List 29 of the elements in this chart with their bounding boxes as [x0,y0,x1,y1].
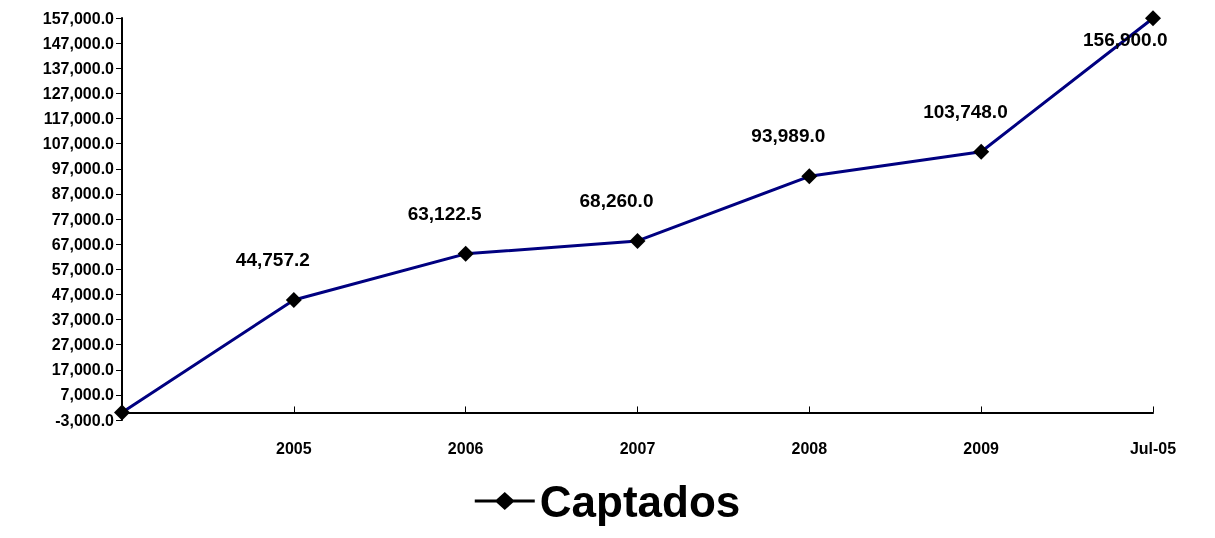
legend-label: Captados [539,476,741,526]
y-tick-label: 117,000.0 [43,110,115,127]
y-tick-label: 147,000.0 [42,34,115,52]
x-tick-label: 2008 [791,439,828,457]
y-tick-label: 67,000.0 [51,235,115,253]
data-label: 68,260.0 [579,189,654,211]
x-tick-label: 2006 [447,439,484,457]
y-tick-label: 107,000.0 [42,135,115,153]
y-tick-label: 97,000.0 [51,160,115,178]
y-tick-label: 27,000.0 [51,336,115,354]
x-tick-label: Jul-05 [1129,439,1177,457]
y-tick-label: 77,000.0 [51,210,115,228]
y-tick-label: 137,000.0 [42,59,115,77]
x-tick-label: 2005 [276,439,312,457]
y-tick-label: 37,000.0 [51,311,115,328]
y-tick-label: 17,000.0 [51,361,115,379]
y-tick-label: 7,000.0 [60,386,115,404]
y-tick-label: 47,000.0 [51,285,115,303]
data-label: 93,989.0 [751,125,826,147]
y-tick-label: 57,000.0 [51,260,115,278]
y-tick-label: 127,000.0 [42,84,115,102]
x-tick-label: 2007 [619,439,656,457]
y-tick-label: 157,000.0 [42,9,115,27]
data-label: 103,748.0 [923,100,1008,122]
x-tick-label: 2009 [963,439,1000,457]
data-label: 63,122.5 [407,202,483,224]
y-tick-label: 87,000.0 [51,185,115,203]
y-tick-label: -3,000.0 [55,411,115,429]
data-label: 44,757.2 [235,249,310,271]
